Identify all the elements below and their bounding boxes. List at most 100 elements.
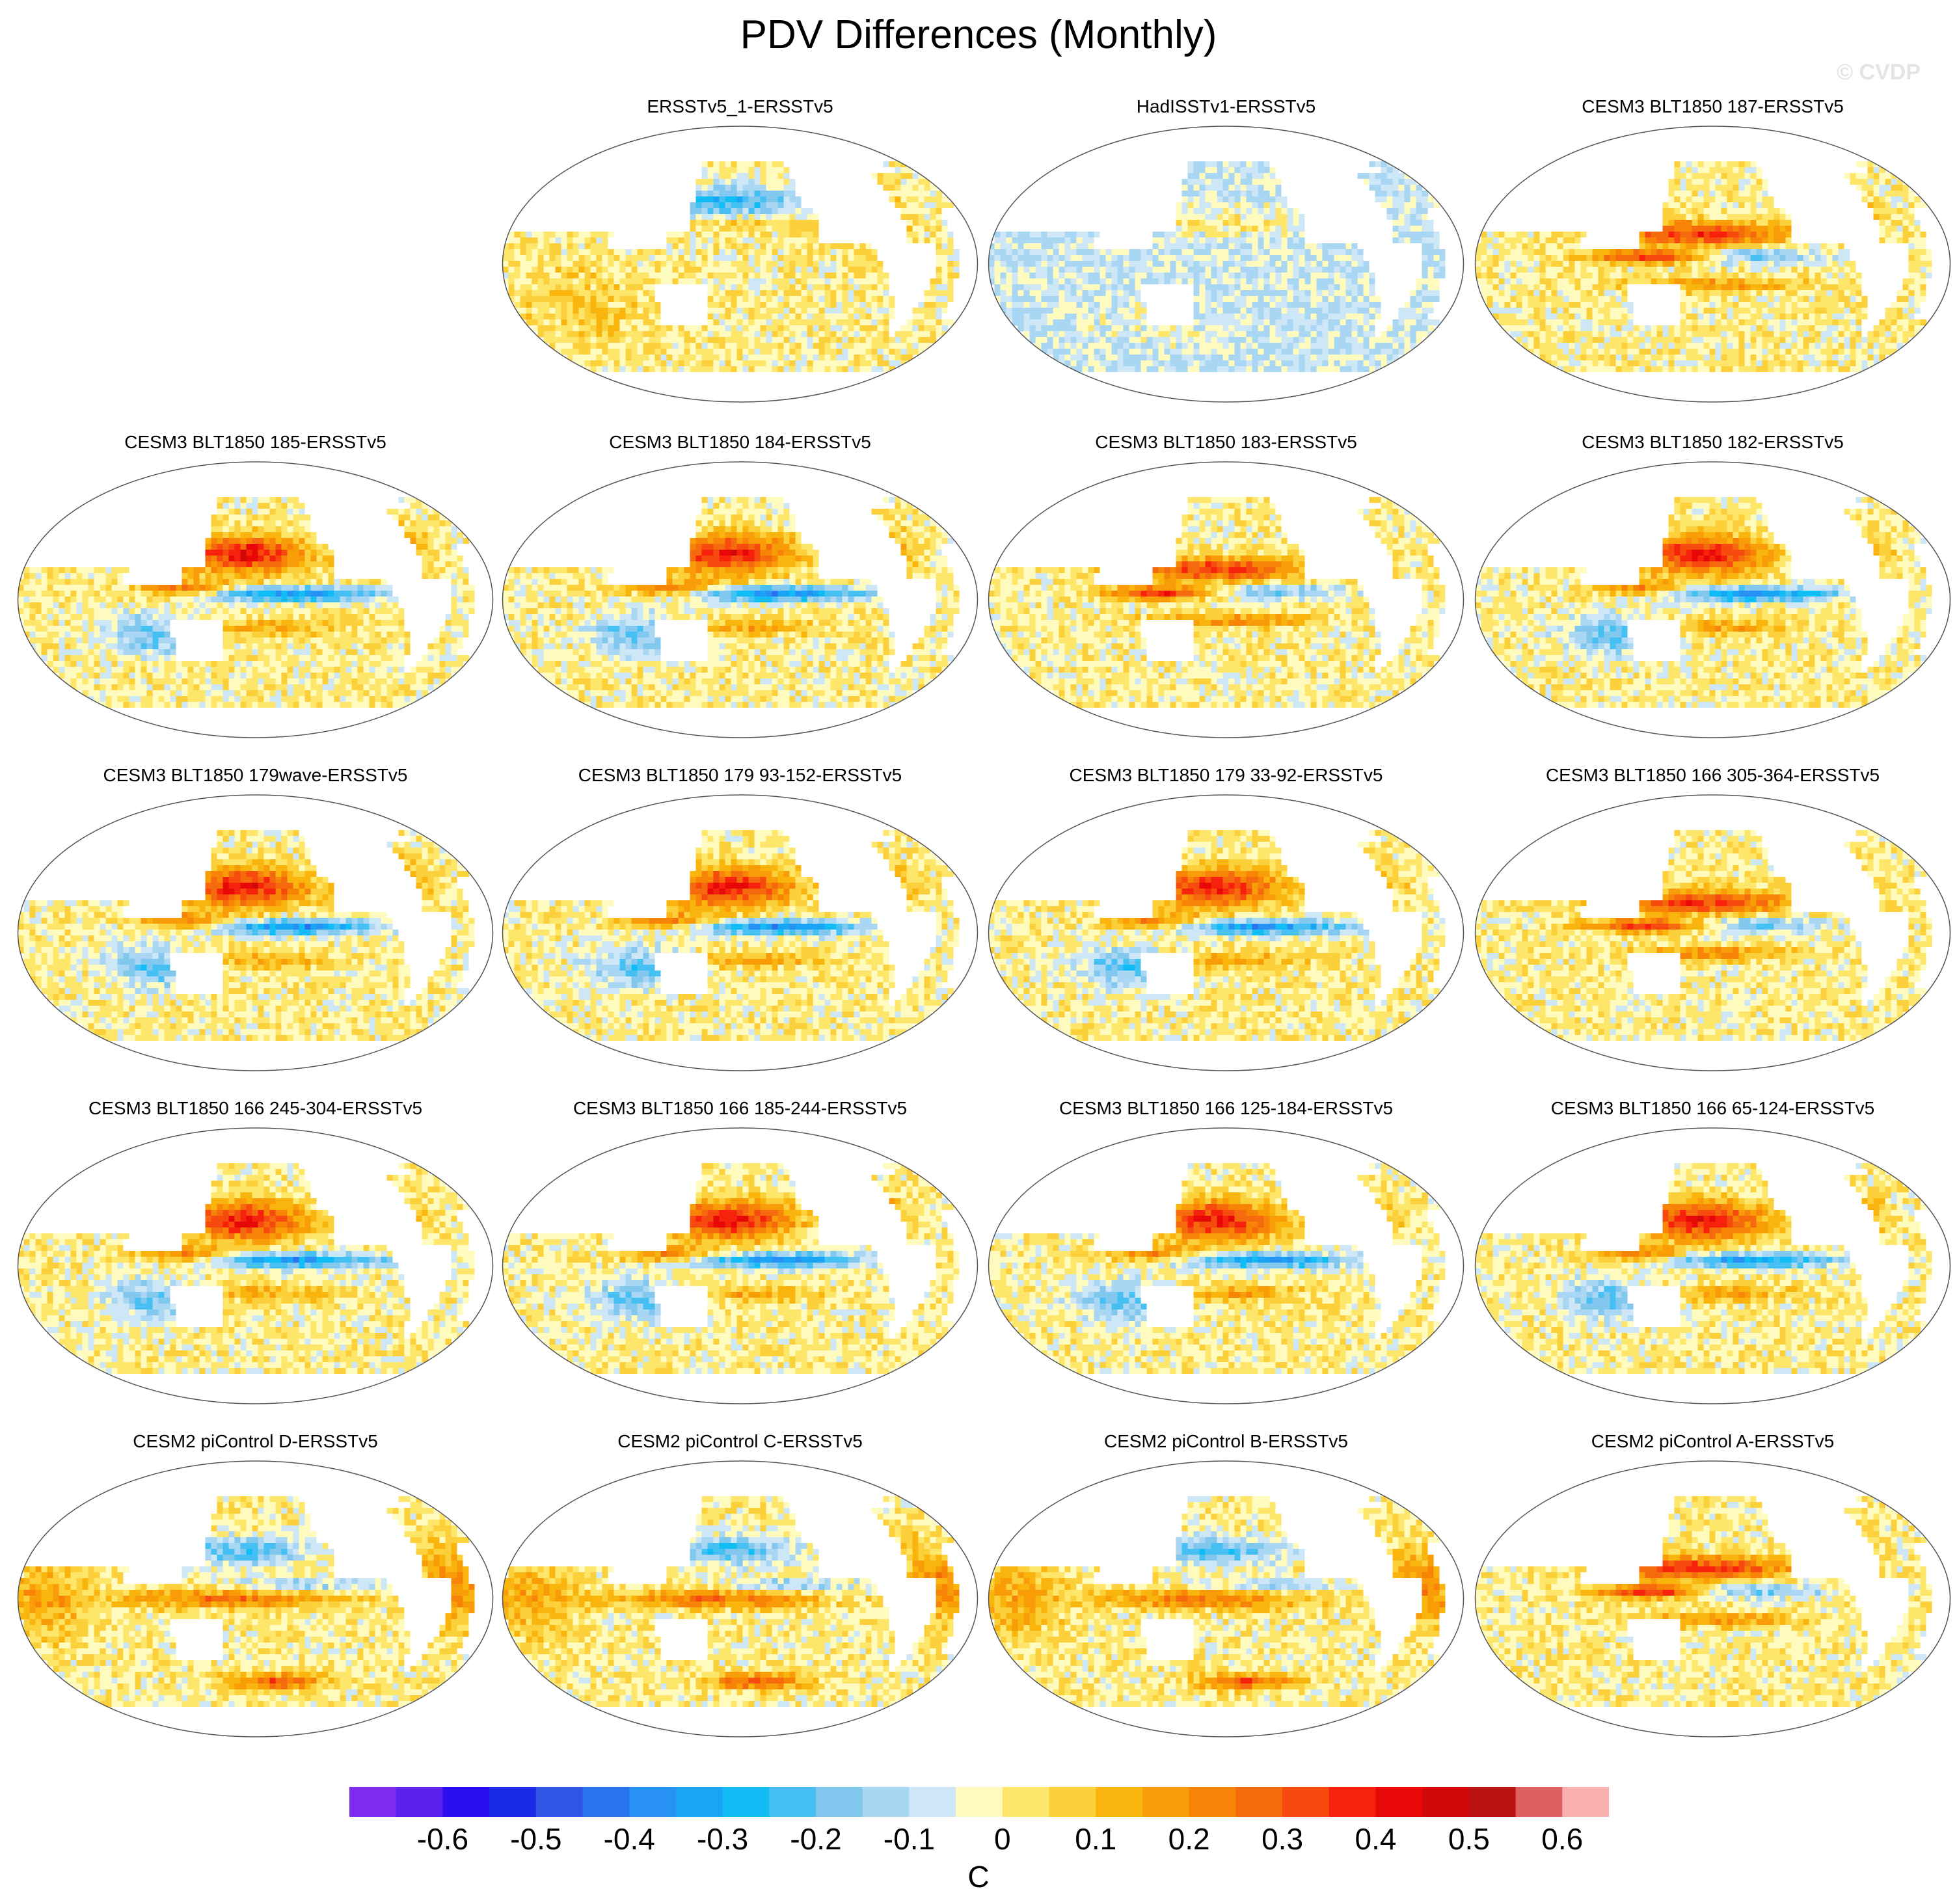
robinson-map [1474, 1127, 1951, 1404]
colorbar-swatch [349, 1787, 397, 1817]
robinson-map [17, 794, 494, 1071]
colorbar-tick-label: 0.2 [1168, 1821, 1210, 1857]
sst-difference-field [502, 1461, 978, 1737]
colorbar-tick-label: 0.6 [1541, 1821, 1583, 1857]
map-border [988, 1460, 1464, 1737]
sst-difference-field [502, 462, 978, 738]
colorbar-tick-label: -0.5 [510, 1821, 561, 1857]
robinson-map [988, 794, 1464, 1071]
colorbar-swatch [909, 1787, 956, 1817]
colorbar-swatch [722, 1787, 770, 1817]
colorbar-tick-label: 0.5 [1448, 1821, 1490, 1857]
robinson-map [988, 1127, 1464, 1404]
map-panel: CESM3 BLT1850 166 245-304-ERSSTv5 [13, 1098, 498, 1404]
map-border [17, 461, 494, 738]
map-panel: CESM3 BLT1850 187-ERSSTv5 [1470, 96, 1955, 403]
sst-difference-field [1475, 1128, 1950, 1404]
colorbar-swatch [629, 1787, 677, 1817]
map-border [988, 1127, 1464, 1404]
robinson-map [1474, 1460, 1951, 1737]
panel-title: CESM3 BLT1850 187-ERSSTv5 [1470, 96, 1955, 117]
robinson-map [1474, 126, 1951, 403]
map-border [502, 461, 978, 738]
map-border [502, 794, 978, 1071]
map-panel: CESM3 BLT1850 179 33-92-ERSSTv5 [984, 765, 1468, 1071]
colorbar-tick-label: -0.2 [790, 1821, 841, 1857]
colorbar-tick-label: -0.4 [604, 1821, 655, 1857]
sst-difference-field [1475, 462, 1950, 738]
robinson-map [502, 1460, 978, 1737]
sst-difference-field [1475, 1461, 1950, 1737]
colorbar-swatch [396, 1787, 443, 1817]
colorbar-swatch [956, 1787, 1003, 1817]
colorbar-swatch [675, 1787, 723, 1817]
sst-difference-field [18, 1128, 493, 1404]
colorbar-tick-label: -0.6 [417, 1821, 468, 1857]
colorbar-swatch [442, 1787, 490, 1817]
colorbar-swatch [1002, 1787, 1050, 1817]
robinson-map [988, 1460, 1464, 1737]
robinson-map [988, 126, 1464, 403]
robinson-map [502, 794, 978, 1071]
sst-difference-field [988, 795, 1464, 1071]
colorbar-tick-label: 0.3 [1262, 1821, 1303, 1857]
colorbar-swatch [1189, 1787, 1236, 1817]
map-panel: CESM2 piControl C-ERSSTv5 [498, 1431, 982, 1737]
colorbar-swatch [816, 1787, 863, 1817]
colorbar-swatch [1422, 1787, 1470, 1817]
sst-difference-field [502, 126, 978, 402]
robinson-map [17, 461, 494, 738]
figure-title: PDV Differences (Monthly) [0, 12, 1957, 58]
colorbar-swatch [489, 1787, 537, 1817]
map-border [1474, 461, 1951, 738]
colorbar-swatch [1515, 1787, 1563, 1817]
sst-difference-field [988, 126, 1464, 402]
panel-title: CESM3 BLT1850 166 125-184-ERSSTv5 [984, 1098, 1468, 1119]
panel-title: CESM3 BLT1850 166 245-304-ERSSTv5 [13, 1098, 498, 1119]
robinson-map [988, 461, 1464, 738]
sst-difference-field [18, 1461, 493, 1737]
map-panel: ERSSTv5_1-ERSSTv5 [498, 96, 982, 403]
colorbar-swatch [535, 1787, 584, 1817]
colorbar-tick-label: 0.4 [1355, 1821, 1396, 1857]
map-panel: CESM3 BLT1850 179 93-152-ERSSTv5 [498, 765, 982, 1071]
colorbar-swatch [1375, 1787, 1423, 1817]
colorbar-swatch [862, 1787, 910, 1817]
colorbar-tick-label: -0.1 [884, 1821, 935, 1857]
map-border [17, 1127, 494, 1404]
sst-difference-field [1475, 126, 1950, 402]
sst-difference-field [502, 1128, 978, 1404]
panel-title: CESM3 BLT1850 166 185-244-ERSSTv5 [498, 1098, 982, 1119]
map-border [988, 126, 1464, 403]
map-panel: CESM3 BLT1850 183-ERSSTv5 [984, 432, 1468, 738]
panel-title: CESM3 BLT1850 183-ERSSTv5 [984, 432, 1468, 453]
map-panel: CESM3 BLT1850 166 305-364-ERSSTv5 [1470, 765, 1955, 1071]
map-border [1474, 1460, 1951, 1737]
map-border [17, 794, 494, 1071]
robinson-map [17, 1460, 494, 1737]
panel-title: CESM3 BLT1850 182-ERSSTv5 [1470, 432, 1955, 453]
panel-title: CESM2 piControl A-ERSSTv5 [1470, 1431, 1955, 1452]
map-panel: CESM3 BLT1850 182-ERSSTv5 [1470, 432, 1955, 738]
map-panel: CESM3 BLT1850 166 185-244-ERSSTv5 [498, 1098, 982, 1404]
colorbar-swatch [1142, 1787, 1190, 1817]
map-panel: CESM2 piControl B-ERSSTv5 [984, 1431, 1468, 1737]
map-border [502, 1127, 978, 1404]
sst-difference-field [18, 795, 493, 1071]
cvdp-credit: © CVDP [1837, 60, 1921, 85]
panel-title: CESM3 BLT1850 179 93-152-ERSSTv5 [498, 765, 982, 786]
panel-title: CESM2 piControl C-ERSSTv5 [498, 1431, 982, 1452]
sst-difference-field [18, 462, 493, 738]
map-panel: HadISSTv1-ERSSTv5 [984, 96, 1468, 403]
map-border [502, 1460, 978, 1737]
map-panel: CESM2 piControl A-ERSSTv5 [1470, 1431, 1955, 1737]
map-panel: CESM3 BLT1850 184-ERSSTv5 [498, 432, 982, 738]
map-border [1474, 1127, 1951, 1404]
map-border [988, 794, 1464, 1071]
colorbar-swatch [1049, 1787, 1096, 1817]
panel-title: CESM2 piControl B-ERSSTv5 [984, 1431, 1468, 1452]
panel-title: CESM3 BLT1850 166 305-364-ERSSTv5 [1470, 765, 1955, 786]
map-border [1474, 126, 1951, 403]
robinson-map [1474, 461, 1951, 738]
map-panel: CESM3 BLT1850 179wave-ERSSTv5 [13, 765, 498, 1071]
